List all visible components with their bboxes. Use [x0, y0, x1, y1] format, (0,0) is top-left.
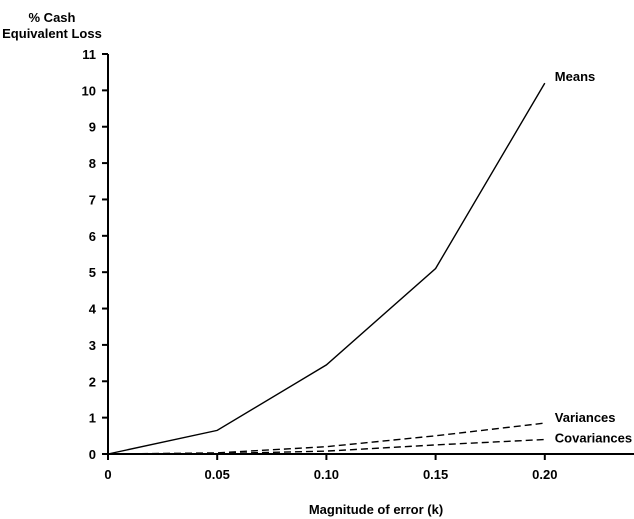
y-tick-label: 8: [89, 156, 96, 171]
y-tick-label: 11: [82, 47, 96, 62]
y-tick-label: 6: [89, 229, 96, 244]
series-line-means: [107, 82, 546, 455]
y-tick-label: 0: [89, 447, 96, 462]
y-tick-label: 2: [89, 374, 96, 389]
y-tick-label: 1: [89, 411, 96, 426]
x-tick-label: 0.05: [205, 467, 230, 482]
series-label-means: Means: [555, 69, 595, 84]
x-tick-label: 0.15: [423, 467, 448, 482]
x-axis-label: Magnitude of error (k): [309, 502, 443, 517]
y-tick-label: 7: [89, 192, 96, 207]
series-line-covariances: [107, 438, 545, 455]
series-label-covariances: Covariances: [555, 430, 632, 445]
y-tick-label: 4: [89, 302, 97, 317]
y-axis-label-line1: % Cash: [29, 10, 76, 25]
x-tick-label: 0.10: [314, 467, 339, 482]
x-tick-label: 0.20: [532, 467, 557, 482]
y-tick-label: 3: [89, 338, 96, 353]
series-label-variances: Variances: [555, 410, 616, 425]
y-tick-label: 9: [89, 120, 96, 135]
series-line-variances: [107, 422, 545, 455]
y-axis-label-line2: Equivalent Loss: [2, 26, 102, 41]
y-tick-label: 5: [89, 265, 96, 280]
x-tick-label: 0: [104, 467, 111, 482]
y-tick-label: 10: [82, 83, 96, 98]
